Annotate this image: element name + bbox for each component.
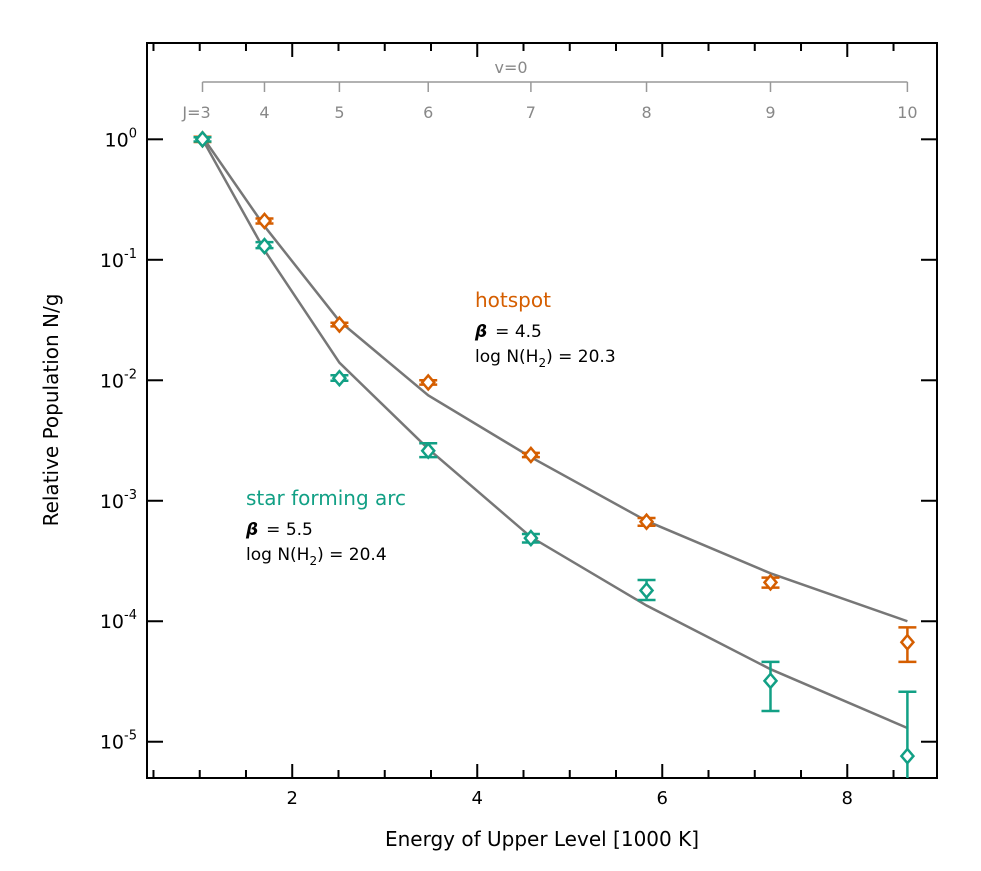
y-tick-label: 10-4 xyxy=(100,608,137,633)
data-point xyxy=(420,373,436,392)
top-axis-tick-label: 9 xyxy=(765,103,775,122)
x-tick-label: 6 xyxy=(657,788,668,809)
data-point xyxy=(331,369,348,388)
data-point xyxy=(899,747,916,766)
series-star-forming-arc xyxy=(193,130,917,778)
data-point xyxy=(762,573,779,592)
top-axis-label: v=0 xyxy=(494,58,527,77)
y-axis-label: Relative Population N/g xyxy=(39,294,63,527)
series-hotspot xyxy=(193,130,917,664)
data-point xyxy=(331,315,348,334)
data-point xyxy=(523,446,539,464)
y-tick-label: 100 xyxy=(105,126,137,151)
x-tick-label: 4 xyxy=(472,788,483,809)
y-tick-label: 10-5 xyxy=(100,729,137,754)
data-point xyxy=(256,237,273,255)
data-point xyxy=(194,130,211,149)
legend-arc-column: log N(H2) = 20.4 xyxy=(246,545,387,568)
model-line xyxy=(201,138,908,730)
top-axis-tick-label: 10 xyxy=(897,103,917,122)
x-tick-label: 2 xyxy=(287,788,298,809)
x-axis-label: Energy of Upper Level [1000 K] xyxy=(385,827,699,851)
top-axis-tick-label: 7 xyxy=(526,103,536,122)
y-tick-label: 10-2 xyxy=(100,367,137,392)
legend-hotspot-name: hotspot xyxy=(475,288,551,312)
legend-arc-beta: β = 5.5 xyxy=(245,520,313,540)
y-tick-label: 10-1 xyxy=(100,247,137,272)
data-point xyxy=(899,633,916,652)
legend-hotspot: hotspot β = 4.5 log N(H2) = 20.3 xyxy=(474,288,616,370)
legend-hotspot-column: log N(H2) = 20.3 xyxy=(475,347,616,370)
top-axis-tick-label: J=3 xyxy=(181,103,210,122)
top-axis-tick-label: 8 xyxy=(641,103,651,122)
data-point xyxy=(762,671,779,690)
legend-arc-name: star forming arc xyxy=(246,486,406,510)
legend-star-forming-arc: star forming arc β = 5.5 log N(H2) = 20.4 xyxy=(245,486,406,568)
top-axis-tick-label: 5 xyxy=(334,103,344,122)
top-axis-tick-label: 6 xyxy=(423,103,433,122)
legend-hotspot-beta: β = 4.5 xyxy=(474,322,542,342)
y-tick-label: 10-3 xyxy=(100,488,137,513)
plot-frame xyxy=(146,42,938,779)
data-point xyxy=(638,581,655,600)
data-point xyxy=(420,441,436,460)
data-point xyxy=(523,529,539,548)
data-point xyxy=(256,212,273,230)
top-axis-tick-label: 4 xyxy=(259,103,269,122)
data-point xyxy=(638,512,655,531)
model-line xyxy=(201,136,908,623)
x-tick-label: 8 xyxy=(842,788,853,809)
